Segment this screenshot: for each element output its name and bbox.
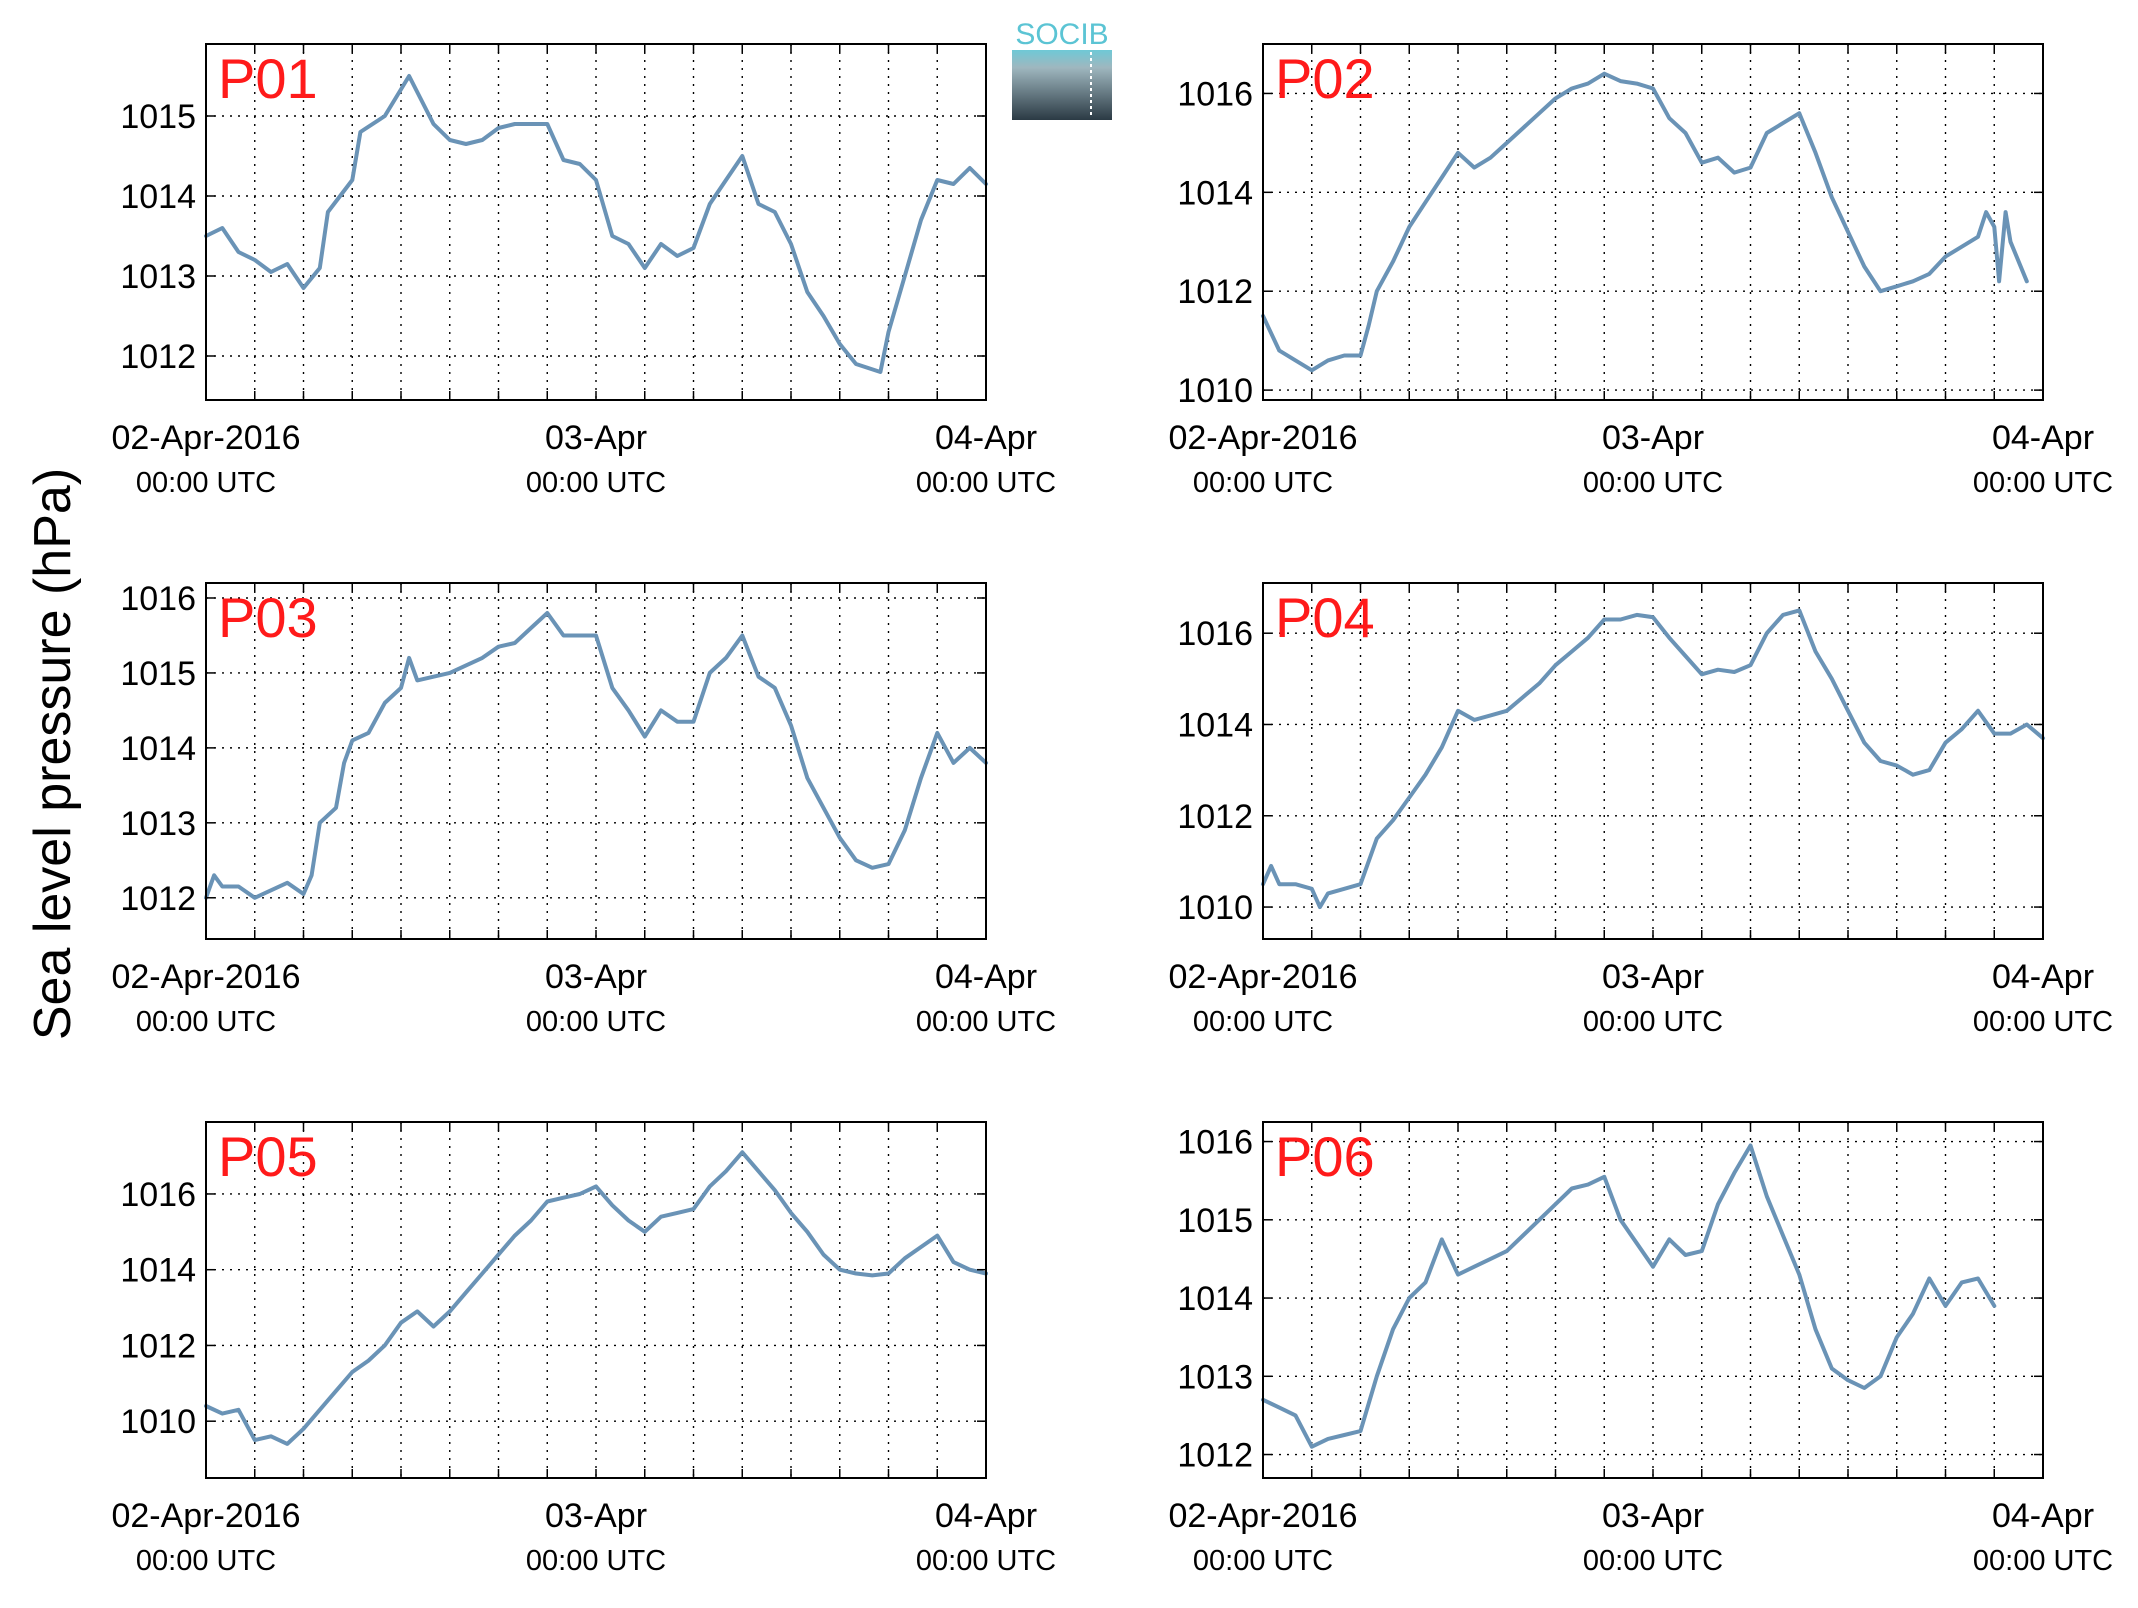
axes-frame — [205, 582, 987, 940]
y-tick-label: 1014 — [1177, 706, 1253, 744]
axes-frame — [205, 43, 987, 401]
y-tick-label: 1013 — [120, 805, 196, 843]
axes-frame — [1262, 582, 2044, 940]
x-tick-label: 02-Apr-2016 — [111, 419, 300, 457]
y-tick-label: 1012 — [120, 1327, 196, 1365]
x-tick-sublabel: 00:00 UTC — [1193, 467, 1333, 499]
y-tick-label: 1016 — [1177, 615, 1253, 653]
y-tick-label: 1012 — [120, 880, 196, 918]
x-tick-sublabel: 00:00 UTC — [1193, 1545, 1333, 1577]
panel-p02: 1010 1012 1014 1016 02-Apr-2016 00:00 UTC 03-A… — [1168, 43, 2113, 499]
x-tick-sublabel: 00:00 UTC — [136, 467, 276, 499]
y-tick-label: 1015 — [120, 655, 196, 693]
x-tick-label: 03-Apr — [545, 419, 647, 457]
x-tick-sublabel: 00:00 UTC — [916, 1006, 1056, 1038]
x-tick-sublabel: 00:00 UTC — [526, 467, 666, 499]
x-tick-label: 04-Apr — [935, 958, 1037, 996]
y-tick-label: 1010 — [1177, 889, 1253, 927]
series-line — [204, 611, 988, 900]
x-tick-label: 04-Apr — [1992, 1497, 2094, 1535]
axes-frame — [205, 1121, 987, 1479]
panel-label: P01 — [218, 47, 318, 110]
axes-frame — [1262, 1121, 2044, 1479]
y-tick-label: 1012 — [1177, 1437, 1253, 1475]
y-tick-label: 1016 — [1177, 1124, 1253, 1162]
x-tick-sublabel: 00:00 UTC — [1973, 1006, 2113, 1038]
y-tick-label: 1014 — [120, 1252, 196, 1290]
x-tick-label: 02-Apr-2016 — [111, 1497, 300, 1535]
y-tick-label: 1014 — [120, 178, 196, 216]
series-line — [1261, 1143, 1997, 1449]
panel-label: P05 — [218, 1125, 318, 1188]
x-tick-sublabel: 00:00 UTC — [916, 467, 1056, 499]
x-tick-sublabel: 00:00 UTC — [136, 1545, 276, 1577]
x-tick-label: 04-Apr — [935, 1497, 1037, 1535]
x-tick-sublabel: 00:00 UTC — [1973, 467, 2113, 499]
panel-p06: 1012 1013 1014 1015 1016 02-Apr-2016 00:00 UTC… — [1168, 1121, 2113, 1577]
panel-label: P02 — [1275, 47, 1375, 110]
y-tick-label: 1016 — [120, 580, 196, 618]
x-tick-label: 03-Apr — [1602, 419, 1704, 457]
x-tick-label: 04-Apr — [935, 419, 1037, 457]
logo-text: SOCIB — [1015, 18, 1108, 51]
x-tick-label: 02-Apr-2016 — [111, 958, 300, 996]
y-tick-label: 1014 — [1177, 174, 1253, 212]
y-tick-label: 1015 — [1177, 1202, 1253, 1240]
x-tick-label: 03-Apr — [1602, 958, 1704, 996]
panel-p03: 1012 1013 1014 1015 1016 02-Apr-2016 00:00 UTC… — [111, 580, 1056, 1038]
panel-p04: 1010 1012 1014 1016 02-Apr-2016 00:00 UTC 03-A… — [1168, 582, 2113, 1038]
y-tick-label: 1014 — [1177, 1280, 1253, 1318]
panel-p05: 1010 1012 1014 1016 02-Apr-2016 00:00 UTC 03-A… — [111, 1121, 1056, 1577]
series-line — [204, 1150, 988, 1446]
y-tick-label: 1016 — [1177, 75, 1253, 113]
x-tick-sublabel: 00:00 UTC — [1973, 1545, 2113, 1577]
x-tick-label: 04-Apr — [1992, 419, 2094, 457]
x-tick-label: 02-Apr-2016 — [1168, 419, 1357, 457]
y-tick-label: 1015 — [120, 98, 196, 136]
logo-block — [1012, 50, 1112, 120]
panel-label: P03 — [218, 586, 318, 649]
x-tick-sublabel: 00:00 UTC — [1193, 1006, 1333, 1038]
x-tick-sublabel: 00:00 UTC — [526, 1006, 666, 1038]
y-tick-label: 1012 — [1177, 798, 1253, 836]
y-tick-label: 1014 — [120, 730, 196, 768]
x-tick-label: 02-Apr-2016 — [1168, 1497, 1357, 1535]
x-tick-label: 03-Apr — [545, 1497, 647, 1535]
x-tick-label: 02-Apr-2016 — [1168, 958, 1357, 996]
y-tick-label: 1010 — [120, 1403, 196, 1441]
series-line — [1261, 608, 2045, 910]
series-line — [204, 74, 988, 374]
axes-frame — [1262, 43, 2044, 401]
y-tick-label: 1016 — [120, 1176, 196, 1214]
x-tick-label: 03-Apr — [1602, 1497, 1704, 1535]
panel-label: P04 — [1275, 586, 1375, 649]
x-tick-label: 04-Apr — [1992, 958, 2094, 996]
y-tick-label: 1010 — [1177, 372, 1253, 410]
series-line — [1261, 71, 2029, 373]
x-tick-sublabel: 00:00 UTC — [1583, 467, 1723, 499]
x-tick-sublabel: 00:00 UTC — [136, 1006, 276, 1038]
y-tick-label: 1012 — [1177, 273, 1253, 311]
figure-y-axis-label: Sea level pressure (hPa) — [24, 468, 82, 1040]
socib-logo: SOCIB — [1012, 18, 1112, 120]
x-tick-sublabel: 00:00 UTC — [1583, 1545, 1723, 1577]
x-tick-sublabel: 00:00 UTC — [916, 1545, 1056, 1577]
x-tick-sublabel: 00:00 UTC — [1583, 1006, 1723, 1038]
y-tick-label: 1013 — [120, 258, 196, 296]
panel-label: P06 — [1275, 1125, 1375, 1188]
y-tick-label: 1013 — [1177, 1358, 1253, 1396]
x-tick-label: 03-Apr — [545, 958, 647, 996]
panel-p01: 1012 1013 1014 1015 02-Apr-2016 00:00 UTC 03-A… — [111, 43, 1056, 499]
y-tick-label: 1012 — [120, 338, 196, 376]
x-tick-sublabel: 00:00 UTC — [526, 1545, 666, 1577]
